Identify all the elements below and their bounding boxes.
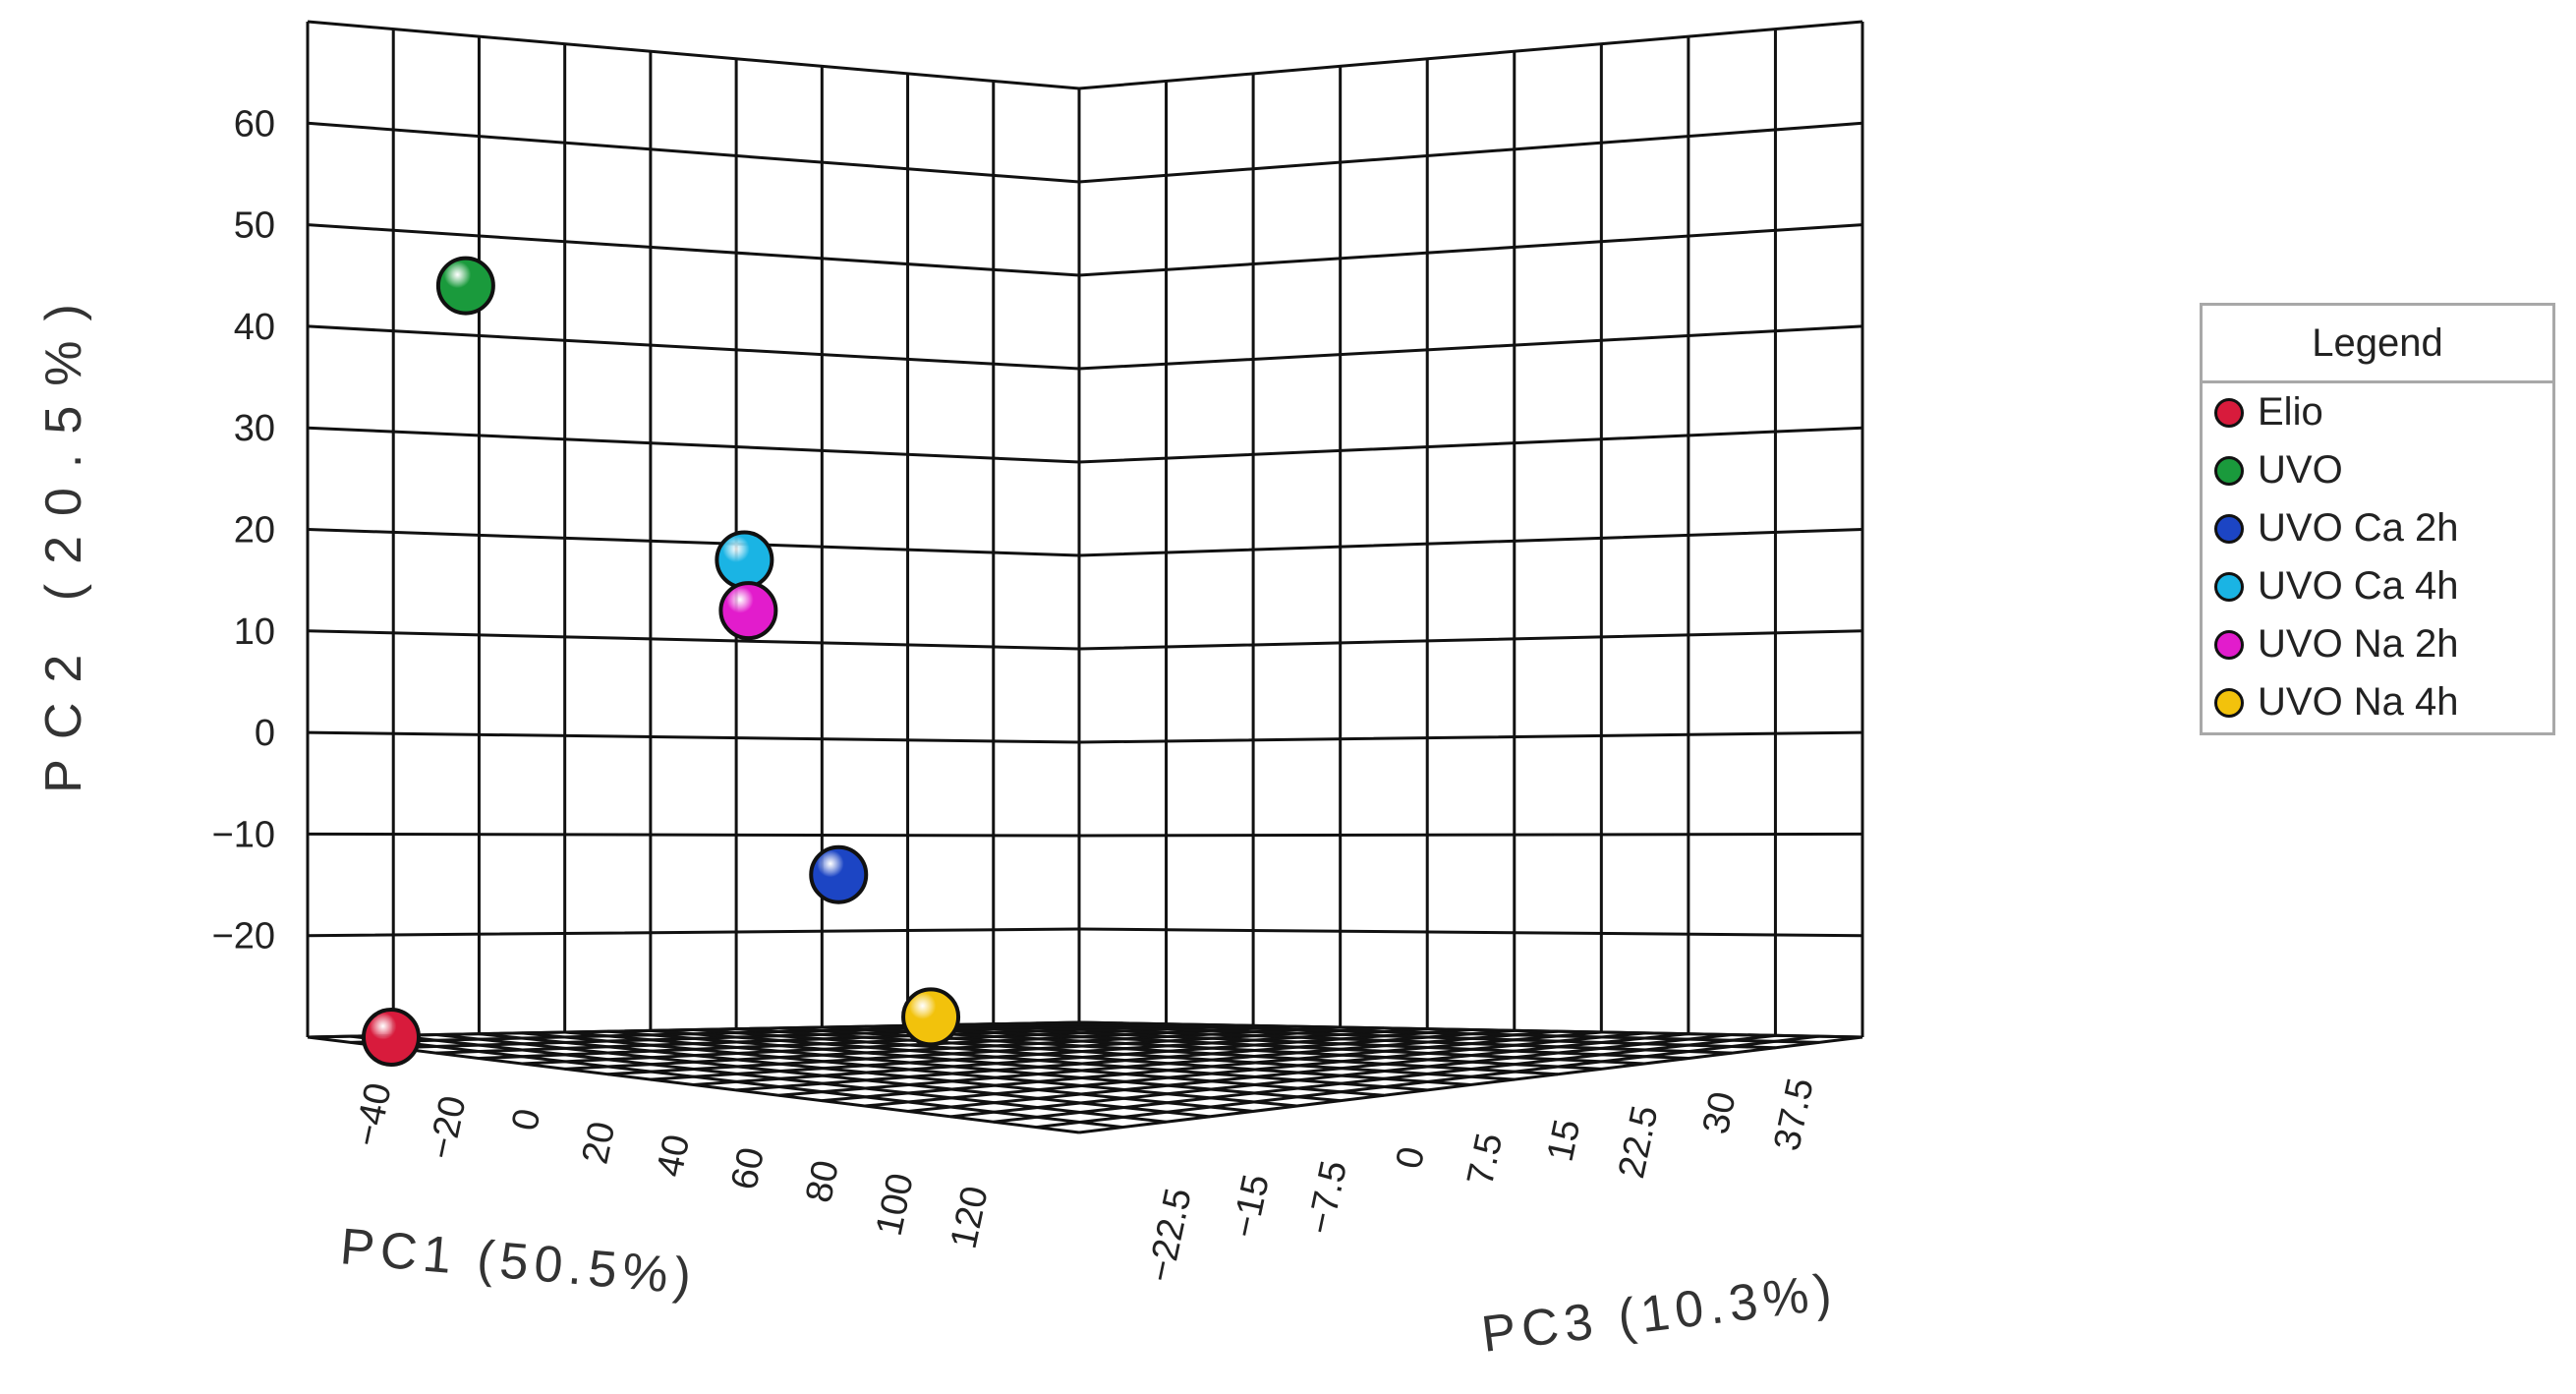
wall-grid-line-h: [307, 528, 1863, 557]
legend: Legend Elio UVO UVO Ca 2h UVO Ca 4h UVO Na 2…: [2200, 303, 2555, 735]
z-tick-label: −7.5: [1299, 1157, 1355, 1238]
legend-label: UVO Ca 2h: [2258, 506, 2459, 550]
floor-grid-line: [1036, 1021, 1819, 1044]
legend-label: UVO Na 4h: [2258, 680, 2459, 724]
legend-item: UVO Na 2h: [2203, 615, 2552, 673]
wall-grid-line-h: [307, 223, 1863, 277]
y-tick-label: 40: [234, 307, 275, 348]
legend-item: UVO Ca 4h: [2203, 557, 2552, 615]
y-tick-label: 60: [234, 103, 275, 145]
legend-item: UVO: [2203, 441, 2552, 499]
z-axis-title: PC3 (10.3%): [1478, 1263, 1840, 1364]
z-tick-label: 30: [1695, 1088, 1745, 1137]
data-point: [718, 581, 778, 641]
legend-marker-icon: [2214, 687, 2244, 718]
x-tick-label: 80: [798, 1157, 847, 1206]
floor-grid-line: [1078, 1020, 1863, 1039]
floor-grid: [307, 1020, 1863, 1134]
floor-grid-line: [993, 1022, 1776, 1050]
wall-grid-line-h: [307, 121, 1863, 184]
legend-marker-icon: [2214, 455, 2244, 486]
legend-item: UVO Na 4h: [2203, 673, 2552, 731]
y-tick-label: 10: [234, 611, 275, 653]
z-tick-label: 7.5: [1460, 1130, 1511, 1189]
legend-title: Legend: [2203, 306, 2552, 383]
x-tick-label: −40: [346, 1079, 399, 1150]
z-axis-ticks: −22.5 −15 −7.5 0 7.5 15 22.5 30 37.5: [1140, 1075, 1822, 1286]
legend-marker-icon: [2214, 513, 2244, 544]
data-point: [435, 256, 495, 316]
x-axis-title: PC1 (50.5%): [338, 1218, 699, 1306]
y-tick-label: 0: [255, 713, 275, 754]
x-tick-label: −20: [421, 1092, 474, 1163]
data-point: [715, 530, 774, 590]
legend-label: UVO Na 2h: [2258, 622, 2459, 666]
y-tick-label: 20: [234, 510, 275, 552]
x-tick-label: 120: [944, 1183, 997, 1252]
wall-grid-line-h: [307, 832, 1863, 838]
wall-grid-line-h: [307, 426, 1863, 464]
legend-label: Elio: [2258, 390, 2323, 434]
wall-grid-line-h: [307, 629, 1863, 651]
x-tick-label: 20: [575, 1119, 624, 1168]
data-point: [362, 1008, 421, 1067]
y-tick-label: −10: [212, 814, 275, 855]
legend-label: UVO Ca 4h: [2258, 564, 2459, 608]
wall-grid-line-h: [307, 20, 1863, 90]
x-tick-label: 100: [869, 1170, 922, 1240]
legend-label: UVO: [2258, 448, 2343, 492]
y-tick-label: 30: [234, 408, 275, 449]
legend-item: Elio: [2203, 383, 2552, 441]
legend-marker-icon: [2214, 571, 2244, 602]
y-tick-label: 50: [234, 205, 275, 247]
x-tick-label: 40: [649, 1132, 698, 1181]
z-tick-label: 37.5: [1766, 1075, 1821, 1154]
z-tick-label: 0: [1389, 1143, 1433, 1172]
y-axis-ticks: 60 50 40 30 20 10 0 −10 −20: [212, 103, 275, 957]
data-point: [901, 987, 961, 1047]
z-tick-label: 15: [1540, 1116, 1589, 1165]
legend-marker-icon: [2214, 629, 2244, 660]
data-point: [809, 844, 869, 904]
x-tick-label: 0: [504, 1105, 548, 1133]
z-tick-label: −15: [1224, 1171, 1277, 1242]
floor-grid-line: [1078, 1035, 1863, 1134]
legend-items: Elio UVO UVO Ca 2h UVO Ca 4h UVO Na 2h UVO Na…: [2203, 383, 2552, 731]
floor-grid-line: [993, 1033, 1776, 1124]
z-tick-label: −22.5: [1140, 1185, 1200, 1286]
floor-grid-line: [950, 1033, 1733, 1119]
wall-grid-line-h: [307, 324, 1863, 371]
wall-grid-line-h: [307, 730, 1863, 744]
back-wall-grid: [306, 20, 1864, 1039]
x-tick-label: 60: [723, 1144, 773, 1193]
y-tick-label: −20: [212, 916, 275, 958]
legend-item: UVO Ca 2h: [2203, 499, 2552, 557]
y-axis-title: PC2 (20.5%): [35, 284, 92, 793]
legend-marker-icon: [2214, 397, 2244, 428]
data-points: [362, 256, 961, 1067]
z-tick-label: 22.5: [1611, 1102, 1666, 1182]
wall-grid-line-h: [307, 927, 1863, 938]
floor-grid-line: [1036, 1034, 1819, 1130]
